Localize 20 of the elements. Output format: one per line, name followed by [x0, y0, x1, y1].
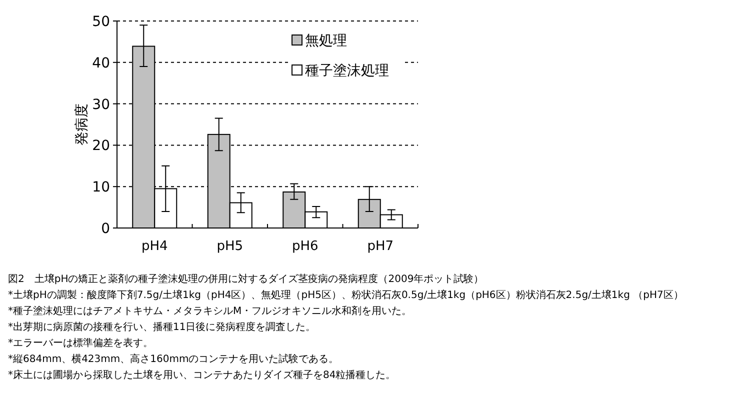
x-tick-label: pH6 — [292, 239, 318, 254]
text: *エラーバーは標準偏差を表す。 — [8, 337, 153, 349]
y-tick-label: 30 — [92, 96, 110, 113]
y-tick-label: 20 — [92, 138, 110, 154]
text: *種子塗沫処理にはチアメトキサム・メタラキシルM・フルジオキソニル水和剤を用いた。 — [8, 305, 412, 317]
text: *床土には圃場から採取した土壌を用い、コンテナあたりダイズ種子を84粒播種した。 — [8, 369, 396, 381]
text: 図2 土壌pHの矯正と薬剤の種子塗沫処理の併用に対するダイズ茎疫病の発病程度（2009年ポット試験） — [8, 273, 484, 285]
legend-label: 種子塗沫処理 — [305, 63, 389, 79]
y-tick-label: 50 — [92, 14, 110, 30]
x-tick-label: pH4 — [141, 239, 168, 254]
text: *土壌pHの調製：酸度降下剤7.5g/土壌1kg（pH4区）、無処理（pH5区）、粉状消石灰0.5g/土壌1kg（pH6区）粉状消石灰2.5g/土壌1kg （pH7区） — [8, 289, 684, 301]
text: *縦684mm、横423mm、高さ160mmのコンテナを用いた試験である。 — [8, 353, 339, 365]
legend-label: 無処理 — [305, 33, 347, 49]
y-tick-label: 0 — [101, 221, 110, 237]
y-tick-label: 10 — [92, 180, 110, 196]
text: *出芽期に病原菌の接種を行い、播種11日後に発病程度を調査した。 — [8, 321, 316, 333]
y-axis-title: 発病度 — [74, 104, 90, 146]
x-tick-label: pH7 — [367, 239, 394, 254]
x-tick-label: pH5 — [216, 239, 244, 254]
y-tick-label: 40 — [92, 55, 110, 72]
